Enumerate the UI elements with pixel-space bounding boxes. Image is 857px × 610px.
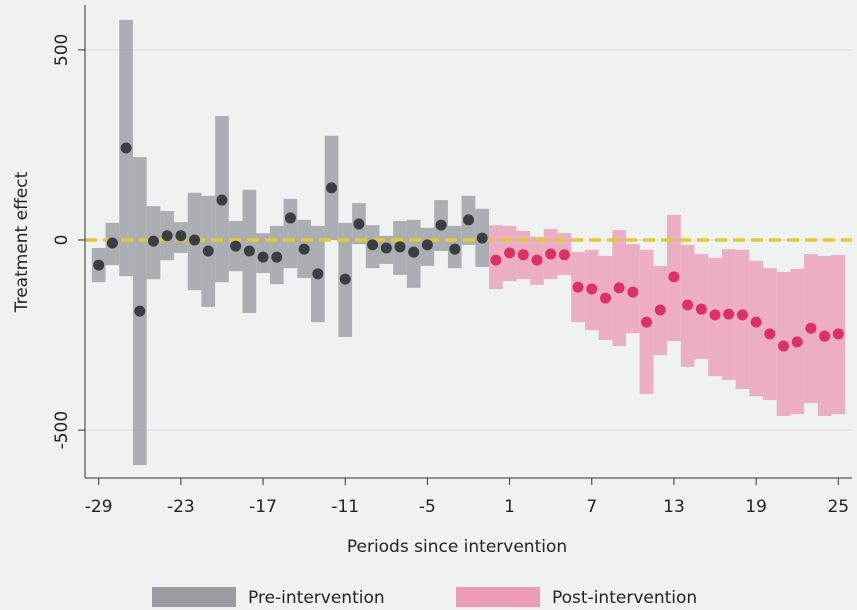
point <box>531 254 543 266</box>
point <box>106 237 118 249</box>
point <box>216 194 228 206</box>
point <box>421 239 433 251</box>
point <box>449 243 461 255</box>
point <box>504 247 516 259</box>
point <box>476 232 488 244</box>
point <box>627 286 639 298</box>
x-tick-label: -5 <box>419 497 436 517</box>
point <box>819 330 831 342</box>
x-tick-label: 7 <box>586 497 597 517</box>
x-tick-label: 25 <box>827 497 849 517</box>
point <box>750 316 762 328</box>
point <box>161 230 173 242</box>
ci-bar <box>283 198 298 269</box>
x-tick-label: 1 <box>504 497 515 517</box>
point <box>723 308 735 320</box>
point <box>463 214 474 226</box>
point <box>243 245 255 257</box>
point <box>202 245 214 257</box>
y-axis-title: Treatment effect <box>12 171 32 313</box>
legend-swatch <box>456 587 540 607</box>
point <box>134 305 146 317</box>
point <box>284 212 296 224</box>
point <box>120 142 132 154</box>
point <box>408 246 420 258</box>
x-tick-label: -11 <box>331 497 359 517</box>
x-tick-label: -23 <box>167 497 195 517</box>
point <box>394 241 406 253</box>
point <box>298 243 310 255</box>
point <box>695 303 707 315</box>
x-tick-label: -29 <box>85 497 113 517</box>
ci-bar <box>749 260 763 397</box>
point <box>545 248 557 260</box>
point <box>682 299 694 311</box>
point <box>791 336 803 348</box>
legend-label: Post-intervention <box>552 588 697 608</box>
y-tick-label: 500 <box>52 34 72 66</box>
point <box>257 251 269 263</box>
point <box>778 340 790 352</box>
point <box>805 322 817 334</box>
point <box>517 249 529 261</box>
point <box>641 316 653 328</box>
x-tick-label: 19 <box>745 497 767 517</box>
y-tick-label: -500 <box>52 411 72 450</box>
point <box>189 234 201 246</box>
point <box>832 328 844 340</box>
point <box>175 230 187 242</box>
point <box>93 259 105 271</box>
legend-swatch <box>152 587 236 607</box>
y-tick-label: 0 <box>52 235 72 246</box>
point <box>271 251 283 263</box>
point <box>326 182 338 194</box>
point <box>613 282 625 294</box>
point <box>435 219 447 231</box>
point <box>668 271 680 283</box>
point <box>654 304 666 316</box>
x-tick-label: -17 <box>249 497 277 517</box>
x-tick-label: 13 <box>663 497 685 517</box>
point <box>572 281 584 293</box>
point <box>709 309 721 321</box>
point <box>147 235 159 247</box>
point <box>558 249 570 261</box>
point <box>736 309 748 321</box>
point <box>764 328 776 340</box>
point <box>230 240 242 252</box>
point <box>312 268 324 280</box>
point <box>586 283 598 295</box>
x-axis-title: Periods since intervention <box>347 537 567 557</box>
point <box>490 254 502 266</box>
legend-label: Pre-intervention <box>248 588 385 608</box>
point <box>353 218 365 230</box>
point <box>599 292 611 304</box>
point <box>367 239 379 251</box>
point <box>339 273 351 285</box>
point <box>380 242 392 254</box>
